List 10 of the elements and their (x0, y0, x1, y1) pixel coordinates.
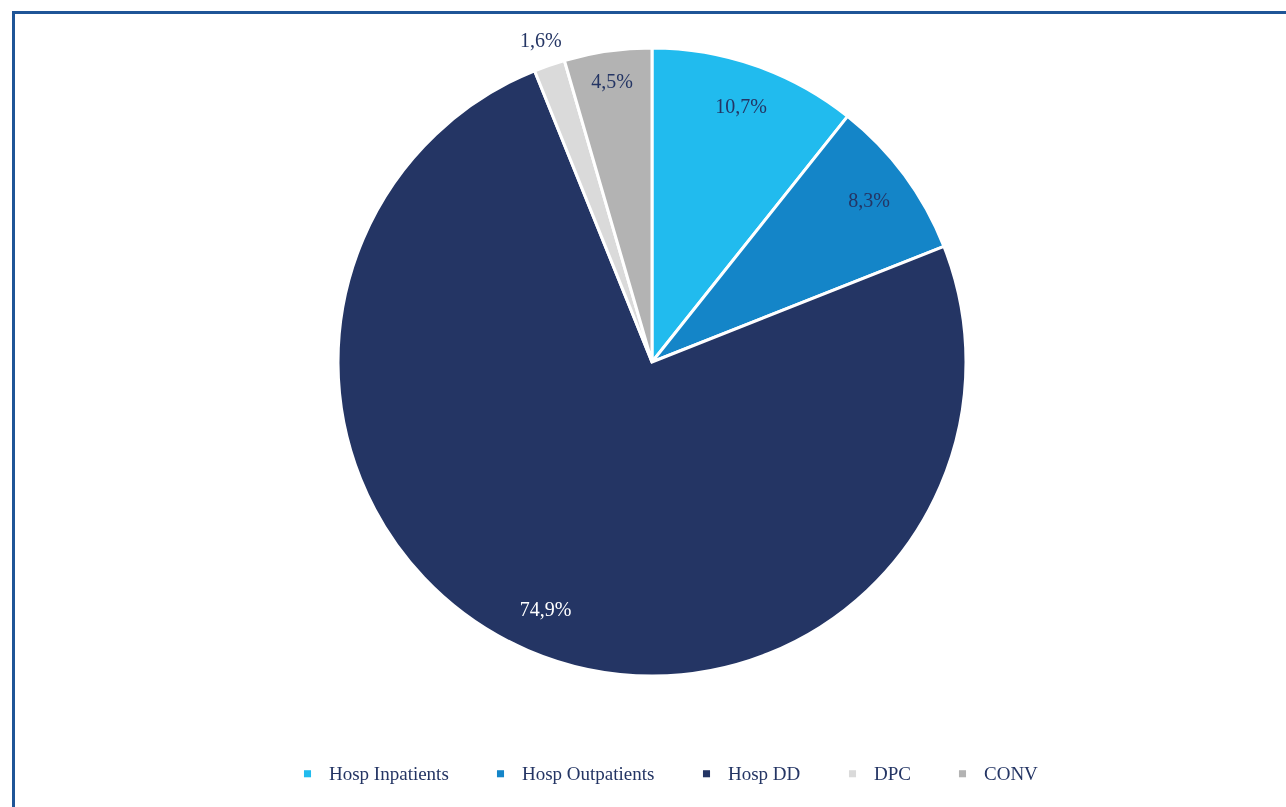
legend-label: DPC (874, 762, 911, 784)
data-label: 74,9% (519, 598, 572, 621)
data-label: 10,7% (715, 95, 767, 118)
legend-label: Hosp Inpatients (329, 762, 449, 784)
legend-label: CONV (984, 762, 1039, 784)
data-label: 8,3% (848, 189, 890, 212)
legend-label: Hosp Outpatients (522, 762, 655, 784)
data-label: 4,5% (591, 70, 634, 93)
legend-label: Hosp DD (728, 762, 801, 784)
data-label: 1,6% (520, 28, 562, 51)
